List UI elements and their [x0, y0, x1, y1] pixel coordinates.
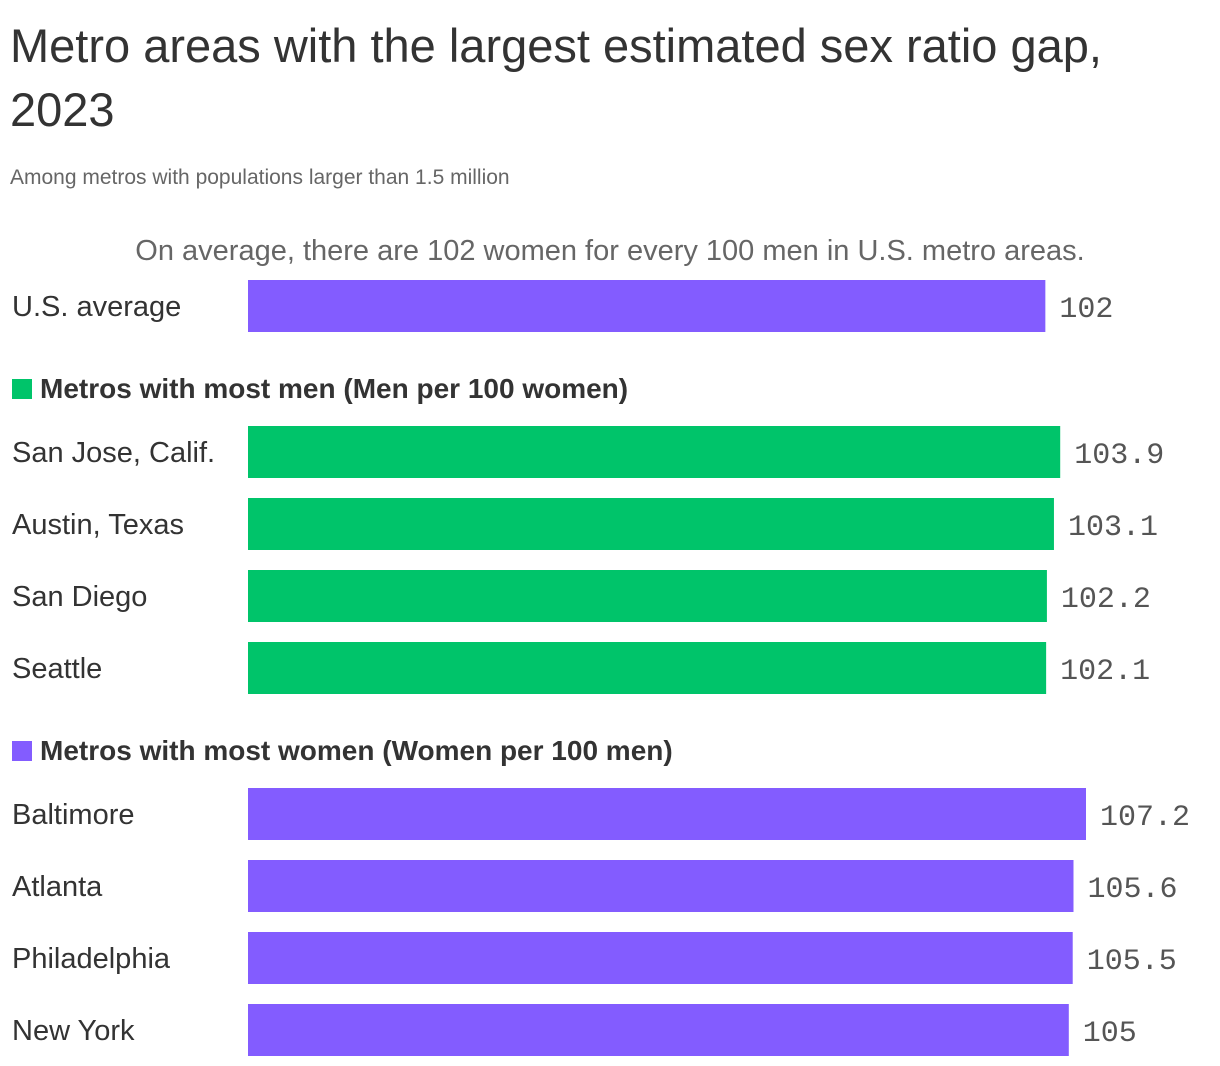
- women-legend-swatch: [12, 741, 32, 761]
- row-label: Seattle: [12, 653, 102, 685]
- bar-value-label: 103.1: [1068, 511, 1158, 545]
- bar-value-label: 105.5: [1087, 945, 1177, 979]
- bar-value-label: 105: [1083, 1017, 1137, 1051]
- row-label: Philadelphia: [12, 943, 171, 975]
- average-annotation: On average, there are 102 women for ever…: [135, 235, 1084, 267]
- bar-value-label: 107.2: [1100, 801, 1190, 835]
- chart-title: Metro areas with the largest estimated s…: [10, 19, 1102, 136]
- row-label: U.S. average: [12, 291, 181, 323]
- row-label: San Jose, Calif.: [12, 437, 215, 469]
- men-group-title: Metros with most men (Men per 100 women): [40, 373, 628, 404]
- bar: [248, 426, 1061, 478]
- men-legend-swatch: [12, 379, 32, 399]
- bar-value-label: 105.6: [1087, 873, 1177, 907]
- bar-value-label: 102: [1059, 293, 1113, 327]
- bar: [248, 860, 1074, 912]
- row-label: Austin, Texas: [12, 509, 184, 541]
- bar: [248, 642, 1047, 694]
- bar-value-label: 102.1: [1060, 655, 1150, 689]
- bar: [248, 1004, 1069, 1056]
- women-group-title: Metros with most women (Women per 100 me…: [40, 735, 673, 766]
- row-label: Atlanta: [12, 871, 103, 903]
- bar: [248, 498, 1054, 550]
- bar: [248, 570, 1047, 622]
- row-label: Baltimore: [12, 799, 135, 831]
- chart-subtitle: Among metros with populations larger tha…: [10, 166, 510, 189]
- bar: [248, 932, 1073, 984]
- bar-value-label: 102.2: [1061, 583, 1151, 617]
- bar-value-label: 103.9: [1074, 439, 1164, 473]
- row-label: San Diego: [12, 581, 147, 613]
- bar: [248, 280, 1046, 332]
- bar: [248, 788, 1086, 840]
- row-label: New York: [12, 1015, 135, 1047]
